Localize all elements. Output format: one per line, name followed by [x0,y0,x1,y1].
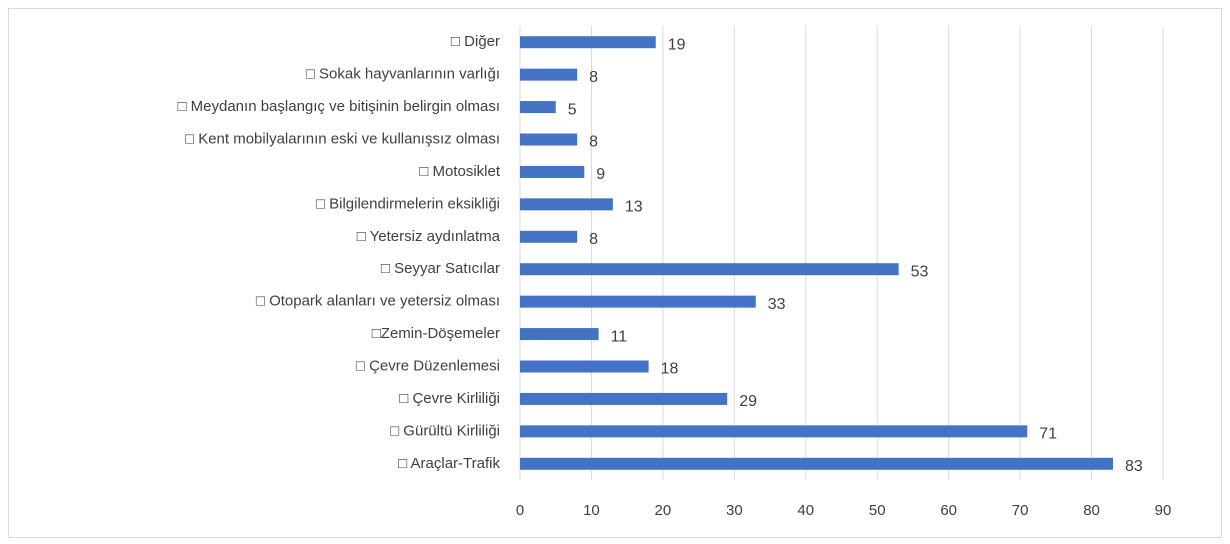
bar [520,198,613,211]
y-tick-label: □Zemin-Döşemeler [372,325,500,342]
x-tick-label: 30 [726,502,743,519]
data-label: 8 [589,231,598,248]
bar [520,230,578,243]
data-label: 71 [1039,426,1057,443]
bar [520,328,599,341]
bar [520,457,1113,470]
x-tick-label: 20 [655,502,672,519]
data-label: 53 [911,263,929,280]
bar [520,36,656,49]
x-tick-label: 90 [1155,502,1172,519]
y-tick-label: □ Kent mobilyalarının eski ve kullanışsı… [185,130,500,147]
y-tick-label: □ Çevre Kirliliği [399,390,500,407]
bar [520,425,1028,438]
y-tick-label: □ Otopark alanları ve yetersiz olması [256,293,500,310]
x-tick-label: 10 [583,502,600,519]
y-tick-label: □ Bilgilendirmelerin eksikliği [316,195,500,212]
bar [520,68,578,81]
x-tick-label: 60 [940,502,957,519]
data-label: 29 [739,393,757,410]
y-tick-label: □ Diğer [451,33,500,50]
data-label: 83 [1125,458,1143,475]
data-label: 13 [625,199,643,216]
x-tick-label: 50 [869,502,886,519]
y-tick-label: □ Seyyar Satıcılar [381,260,500,277]
y-tick-label: □ Çevre Düzenlemesi [356,357,500,374]
y-tick-label: □ Gürültü Kirliliği [390,422,500,439]
bar [520,295,756,308]
y-tick-label: □ Yetersiz aydınlatma [357,228,501,245]
data-label: 18 [661,361,679,378]
data-label: 8 [589,134,598,151]
bar [520,133,578,146]
y-tick-label: □ Sokak hayvanlarının varlığı [306,66,500,83]
data-label: 5 [568,101,577,118]
bar [520,392,728,405]
data-label: 33 [768,296,786,313]
bar [520,263,899,276]
data-label: 8 [589,69,598,86]
x-tick-label: 70 [1012,502,1029,519]
data-label: 11 [611,328,628,345]
x-tick-label: 0 [516,502,524,519]
y-tick-label: □ Araçlar-Trafik [398,455,500,472]
bar [520,165,585,178]
x-tick-label: 80 [1083,502,1100,519]
y-tick-label: □ Meydanın başlangıç ve bitişinin belirg… [177,98,500,115]
data-label: 19 [668,36,686,53]
bar [520,360,649,373]
data-label: 9 [596,166,605,183]
x-tick-label: 40 [797,502,814,519]
bar [520,101,556,114]
y-tick-label: □ Motosiklet [419,163,501,180]
